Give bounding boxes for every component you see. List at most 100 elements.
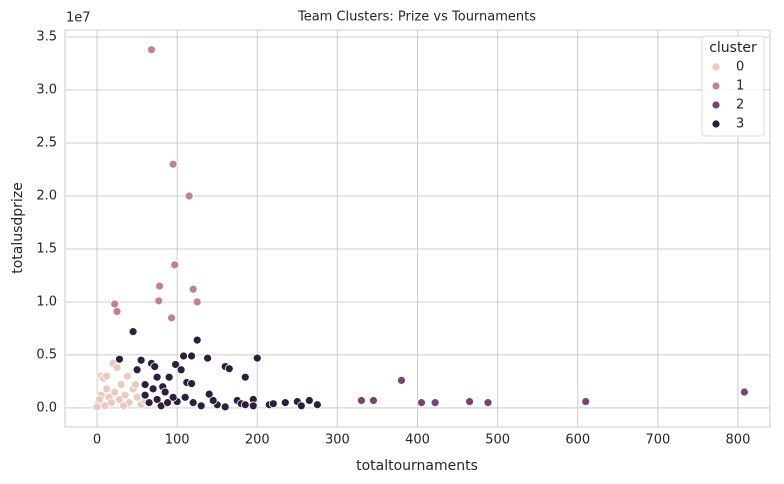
y-tick-label: 1.5 [36, 241, 57, 256]
x-axis-label: totaltournaments [356, 458, 478, 474]
legend-label: 2 [736, 98, 744, 113]
point [196, 401, 206, 411]
point [176, 365, 186, 375]
point [304, 396, 314, 405]
point [180, 392, 190, 402]
x-tick-label: 500 [485, 433, 510, 448]
point [140, 390, 150, 400]
point [140, 380, 150, 390]
point [148, 384, 158, 394]
point [132, 392, 142, 402]
point [131, 380, 140, 390]
point [248, 401, 258, 411]
point [397, 375, 406, 385]
point [312, 400, 322, 410]
point [123, 371, 132, 381]
point [132, 365, 142, 375]
y-tick-label: 3.0 [36, 82, 57, 97]
point [187, 351, 196, 361]
legend-label: 3 [736, 117, 744, 132]
point [107, 398, 116, 408]
x-tick-label: 300 [325, 433, 350, 448]
x-tick-label: 800 [726, 433, 751, 448]
x-tick-label: 0 [93, 433, 101, 448]
point [155, 281, 164, 291]
x-tick-label: 600 [565, 433, 590, 448]
point [357, 396, 366, 405]
chart-title: Team Clusters: Prize vs Tournaments [297, 10, 536, 25]
point [120, 390, 130, 400]
y-tick-label: 0.0 [36, 400, 57, 415]
point [192, 297, 202, 307]
point [95, 395, 104, 404]
point [739, 387, 749, 397]
point [187, 379, 196, 388]
y-offset-label: 1e7 [66, 11, 91, 26]
legend-marker [711, 100, 721, 110]
y-tick-label: 1.0 [36, 294, 57, 309]
point [171, 360, 180, 369]
point [483, 398, 493, 408]
legend-marker [711, 81, 721, 91]
x-tick-label: 700 [645, 433, 670, 448]
point [280, 398, 290, 408]
point [116, 380, 126, 390]
point [268, 399, 278, 409]
point [112, 307, 122, 316]
y-tick-label: 0.5 [36, 347, 57, 362]
legend-label: 1 [736, 79, 744, 94]
point [220, 402, 230, 412]
point [110, 299, 120, 309]
point [164, 372, 174, 382]
y-tick-label: 2.0 [36, 188, 57, 203]
point [224, 364, 234, 374]
point [168, 392, 178, 402]
point [163, 398, 172, 408]
point [252, 353, 262, 363]
point [147, 45, 156, 55]
point [119, 401, 128, 411]
point [128, 327, 138, 337]
point [102, 384, 112, 394]
point [430, 398, 440, 408]
point [188, 398, 198, 408]
point [192, 335, 202, 345]
point [170, 260, 180, 270]
point [115, 354, 124, 364]
point [168, 159, 178, 169]
point [240, 400, 250, 410]
point [112, 363, 122, 373]
legend: cluster 0 1 2 3 [701, 35, 765, 137]
point [102, 371, 112, 381]
point [136, 355, 146, 365]
point [144, 398, 154, 408]
point [167, 313, 176, 323]
point [150, 362, 160, 371]
point [465, 397, 474, 406]
x-tick-label: 200 [245, 433, 270, 448]
y-tick-label: 3.5 [36, 29, 57, 44]
point [152, 372, 162, 382]
legend-title: cluster [709, 40, 757, 56]
point [240, 372, 250, 382]
point [208, 396, 218, 405]
point [110, 387, 120, 397]
point [296, 401, 306, 411]
y-axis-label: totalusdprize [10, 182, 26, 274]
point [188, 284, 198, 294]
point [369, 396, 378, 405]
point [160, 387, 170, 397]
point [581, 397, 591, 406]
legend-box [701, 35, 765, 137]
legend-marker [711, 62, 721, 72]
point [417, 398, 426, 408]
point [204, 389, 214, 399]
x-tick-label: 100 [165, 433, 190, 448]
point [179, 351, 188, 361]
point [203, 353, 213, 363]
point [92, 402, 102, 412]
plot-frame [64, 29, 771, 428]
point [184, 191, 194, 201]
legend-marker [711, 119, 721, 129]
